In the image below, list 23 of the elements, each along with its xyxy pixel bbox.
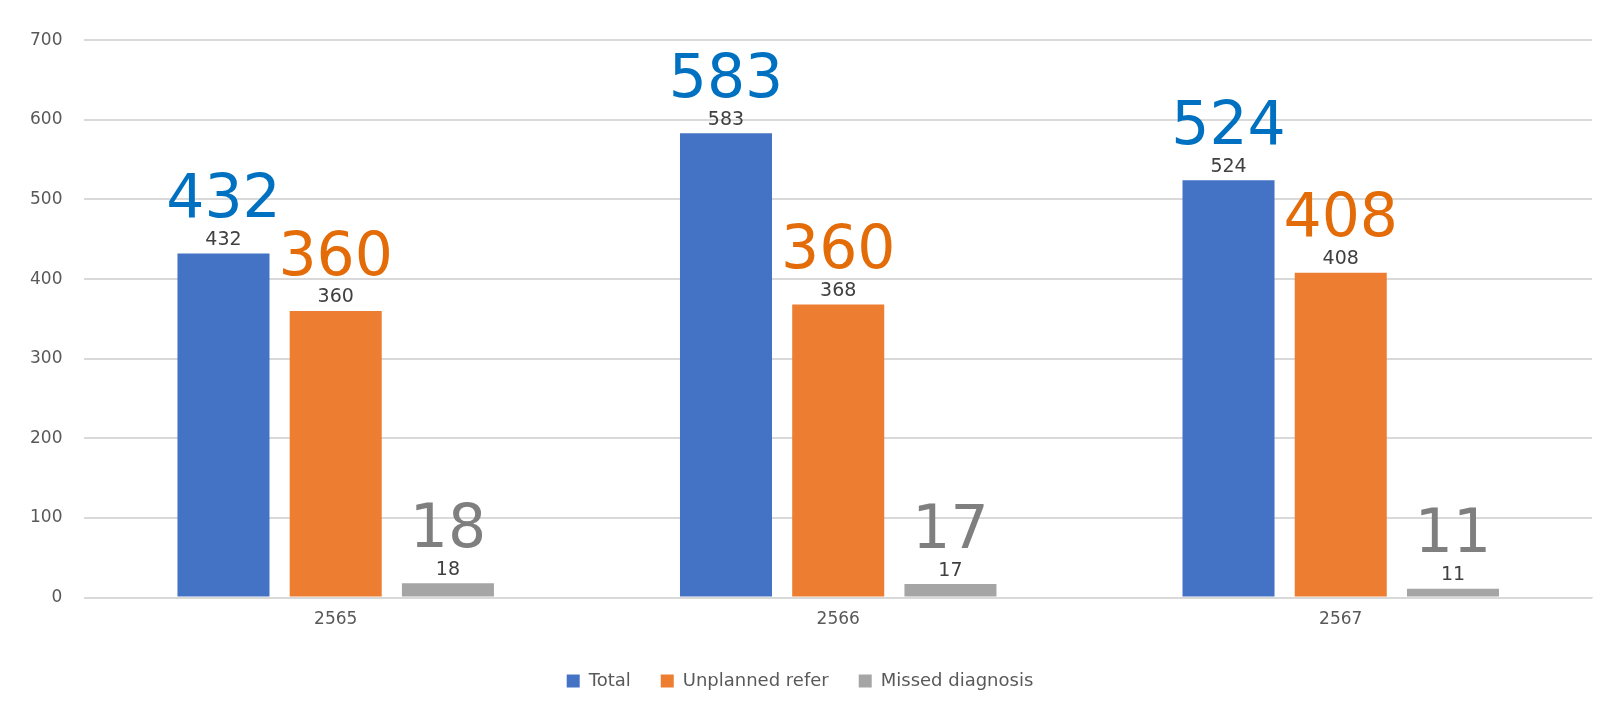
bar — [679, 133, 773, 597]
x-tick-label: 2566 — [816, 608, 860, 629]
y-tick-label: 400 — [29, 267, 63, 288]
bar — [1294, 272, 1387, 597]
bar — [1182, 180, 1275, 597]
x-tick-label: 2567 — [1319, 608, 1363, 629]
legend-label: Missed diagnosis — [880, 668, 1034, 690]
bar — [792, 304, 885, 597]
bar — [401, 583, 494, 597]
y-tick-label: 600 — [29, 108, 63, 129]
bar — [289, 310, 382, 597]
y-tick-label: 500 — [29, 187, 63, 208]
x-tick-label: 2565 — [314, 608, 358, 629]
legend-label: Total — [587, 668, 631, 690]
bar — [1406, 588, 1499, 597]
y-tick-label: 100 — [29, 506, 63, 527]
y-tick-label: 700 — [29, 28, 63, 49]
legend-label: Unplanned refer — [682, 668, 830, 690]
bar — [177, 253, 270, 597]
bar — [904, 584, 997, 597]
y-tick-label: 200 — [29, 426, 63, 447]
y-tick-label: 300 — [29, 347, 63, 368]
y-tick-label: 0 — [51, 586, 63, 607]
